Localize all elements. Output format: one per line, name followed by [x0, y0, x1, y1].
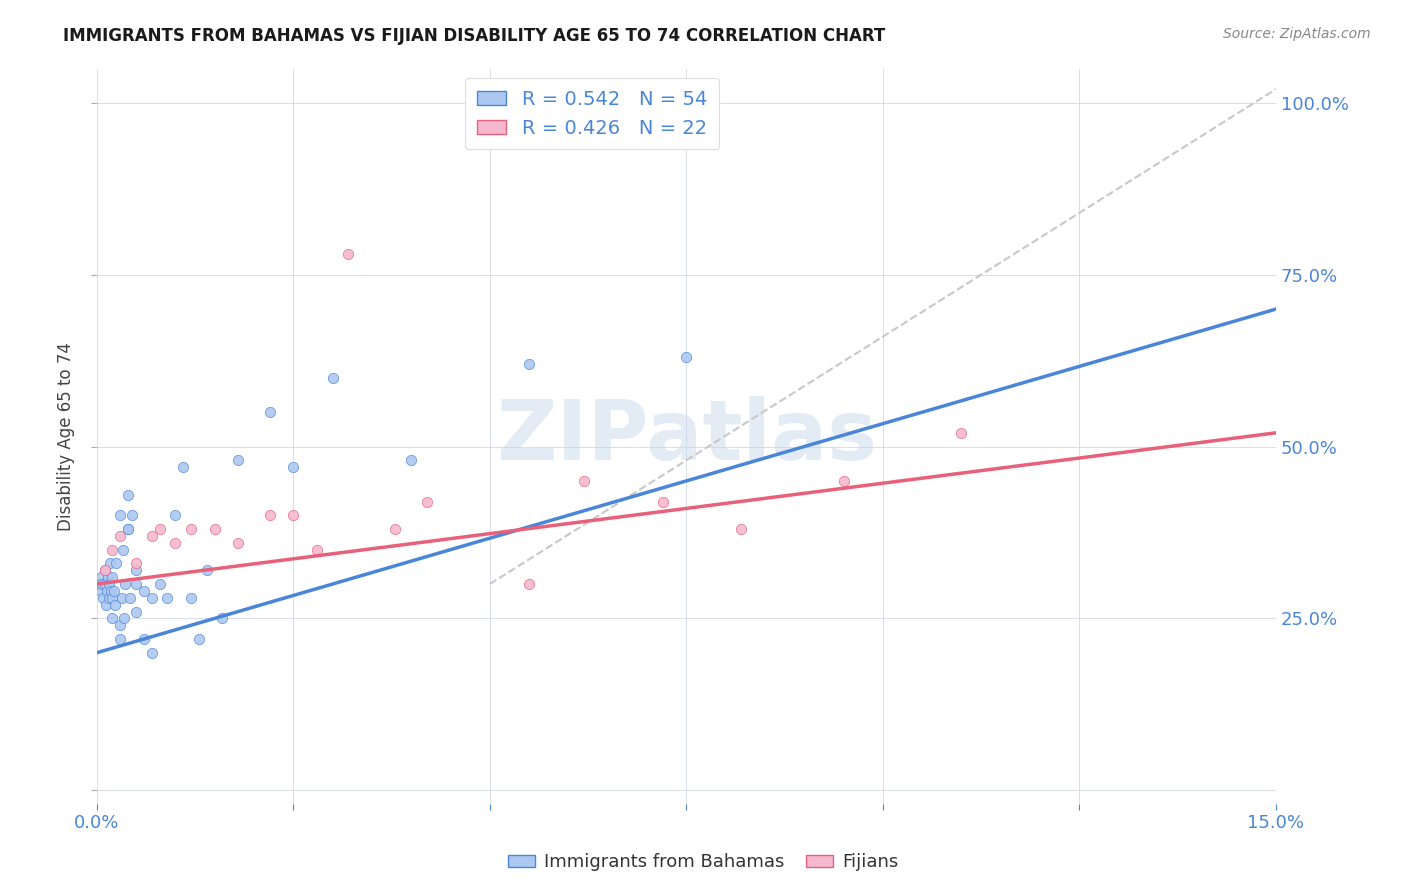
Text: ZIPatlas: ZIPatlas: [496, 396, 877, 476]
Point: [87, 577, 110, 591]
Point: [384, 522, 406, 536]
Point: [141, 529, 163, 543]
Point: [195, 563, 218, 577]
Point: [180, 522, 202, 536]
Legend: R = 0.542   N = 54, R = 0.426   N = 22: R = 0.542 N = 54, R = 0.426 N = 22: [465, 78, 718, 149]
Point: [259, 508, 281, 523]
Point: [125, 563, 148, 577]
Point: [110, 508, 132, 523]
Point: [187, 632, 209, 646]
Point: [226, 453, 249, 467]
Point: [125, 605, 148, 619]
Point: [141, 591, 163, 605]
Text: Source: ZipAtlas.com: Source: ZipAtlas.com: [1223, 27, 1371, 41]
Legend: Immigrants from Bahamas, Fijians: Immigrants from Bahamas, Fijians: [501, 847, 905, 879]
Text: IMMIGRANTS FROM BAHAMAS VS FIJIAN DISABILITY AGE 65 TO 74 CORRELATION CHART: IMMIGRANTS FROM BAHAMAS VS FIJIAN DISABI…: [63, 27, 886, 45]
Point: [98, 557, 121, 571]
Point: [110, 529, 132, 543]
Point: [90, 583, 112, 598]
Point: [93, 563, 115, 577]
Point: [112, 611, 135, 625]
Point: [91, 577, 114, 591]
Point: [114, 577, 136, 591]
Point: [103, 583, 125, 598]
Point: [172, 460, 194, 475]
Point: [337, 247, 360, 261]
Point: [97, 570, 120, 584]
Point: [110, 618, 132, 632]
Point: [94, 598, 117, 612]
Point: [305, 542, 328, 557]
Point: [416, 494, 439, 508]
Point: [132, 583, 155, 598]
Point: [149, 577, 172, 591]
Point: [572, 474, 595, 488]
Point: [149, 522, 172, 536]
Point: [117, 522, 139, 536]
Point: [101, 591, 124, 605]
Point: [156, 591, 179, 605]
Point: [322, 371, 344, 385]
Point: [950, 425, 973, 440]
Point: [165, 536, 187, 550]
Point: [100, 583, 122, 598]
Point: [117, 522, 139, 536]
Point: [651, 494, 673, 508]
Point: [399, 453, 422, 467]
Point: [97, 577, 120, 591]
Point: [101, 542, 124, 557]
Point: [283, 508, 305, 523]
Point: [93, 563, 115, 577]
Point: [104, 598, 127, 612]
Point: [675, 350, 697, 364]
Point: [118, 591, 141, 605]
Point: [259, 405, 281, 419]
Point: [132, 632, 155, 646]
Point: [730, 522, 752, 536]
Point: [101, 570, 124, 584]
Point: [180, 591, 202, 605]
Point: [111, 591, 134, 605]
Point: [91, 591, 114, 605]
Point: [226, 536, 249, 550]
Point: [211, 611, 233, 625]
Point: [125, 577, 148, 591]
Point: [141, 646, 163, 660]
Point: [105, 557, 128, 571]
Point: [204, 522, 226, 536]
Point: [98, 591, 121, 605]
Point: [117, 488, 139, 502]
Point: [121, 508, 143, 523]
Point: [101, 611, 124, 625]
Point: [283, 460, 305, 475]
Point: [517, 577, 540, 591]
Point: [90, 570, 112, 584]
Point: [93, 577, 115, 591]
Point: [165, 508, 187, 523]
Point: [110, 632, 132, 646]
Point: [112, 542, 135, 557]
Point: [517, 357, 540, 371]
Point: [125, 557, 148, 571]
Y-axis label: Disability Age 65 to 74: Disability Age 65 to 74: [58, 342, 75, 531]
Point: [832, 474, 855, 488]
Point: [96, 583, 118, 598]
